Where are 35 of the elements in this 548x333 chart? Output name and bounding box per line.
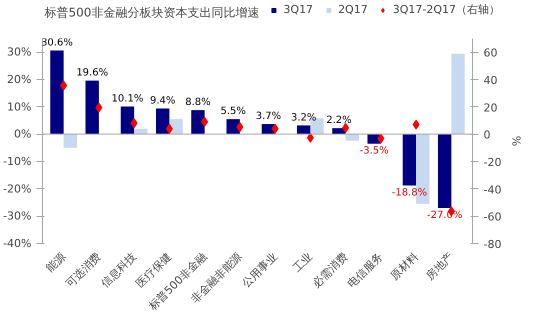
data-label: 9.4% <box>150 95 176 106</box>
data-label: 5.5% <box>220 106 246 118</box>
y2-tick-label: -20 <box>484 156 502 169</box>
data-label: -18.8% <box>392 188 428 199</box>
y2-tick-label: -60 <box>484 210 502 224</box>
y-tick-label: 10% <box>7 100 32 114</box>
y-tick-label: -30% <box>3 210 32 223</box>
data-label: 8.8% <box>185 97 211 108</box>
x-tick-label: 工业 <box>290 250 315 275</box>
y-tick-label: 20% <box>7 73 32 86</box>
legend-label: 3Q17-2Q17（右轴） <box>392 2 500 17</box>
y2-tick-label: -80 <box>484 238 502 251</box>
data-label: 3.2% <box>290 112 316 124</box>
y2-tick-label: 20 <box>484 101 498 114</box>
data-label: -3.5% <box>360 146 389 157</box>
y2-axis-title: % <box>509 136 522 146</box>
legend-label: 3Q17 <box>283 3 314 16</box>
chart-title: 标普500非金融分板块资本支出同比增速 <box>44 6 260 20</box>
data-label: 3.7% <box>256 111 282 122</box>
x-tick-label: 能源 <box>43 250 68 275</box>
data-label: 2.2% <box>326 115 352 126</box>
y-tick-label: 30% <box>7 46 32 59</box>
y2-tick-label: 40 <box>484 74 498 87</box>
x-tick-label: 房地产 <box>423 250 456 282</box>
data-label: 19.6% <box>76 68 108 79</box>
y-tick-label: 0% <box>14 128 32 141</box>
legend-label: 2Q17 <box>338 3 368 16</box>
y2-tick-label: 0 <box>484 128 490 142</box>
x-tick-label: 原材料 <box>388 250 421 282</box>
y-tick-label: -20% <box>3 182 32 196</box>
y2-tick-label: -40 <box>484 183 502 196</box>
y2-tick-label: 60 <box>484 46 498 60</box>
data-label: 10.1% <box>112 94 144 105</box>
y-tick-label: -10% <box>3 155 32 168</box>
y-tick-label: -40% <box>3 237 32 250</box>
